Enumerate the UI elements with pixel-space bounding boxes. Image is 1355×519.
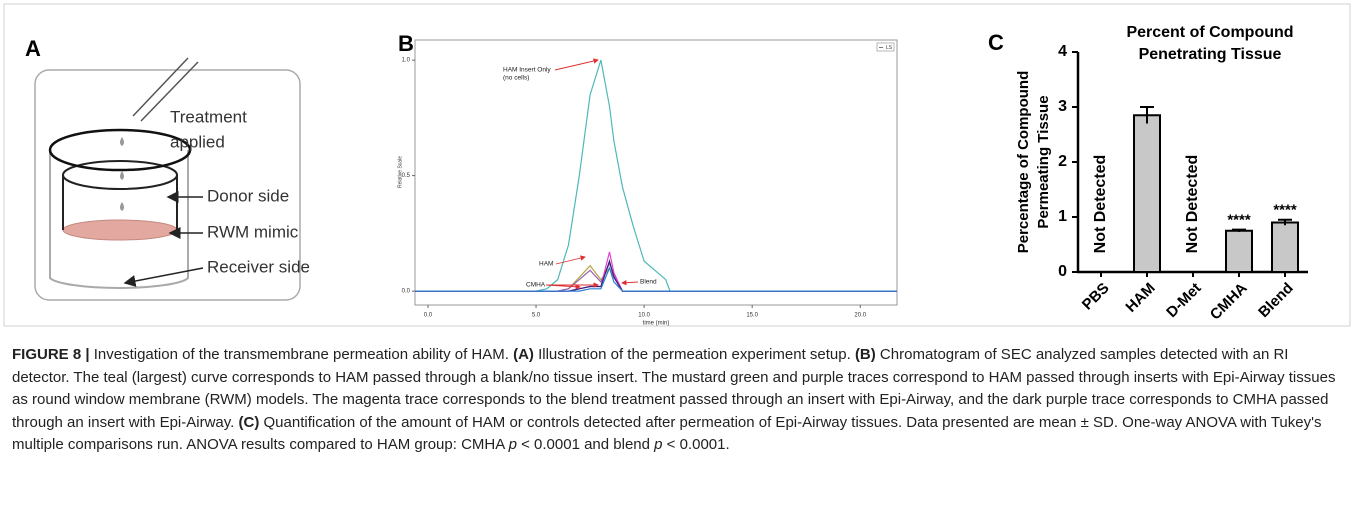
y-tick-label: 0.5 (402, 173, 411, 179)
trace (415, 266, 897, 292)
caption-text: FIGURE 8 | (12, 346, 94, 363)
bar-annotation: **** (1227, 212, 1251, 229)
annotation-arrow (621, 280, 639, 286)
panel-label: C (988, 30, 1004, 55)
annotation-arrow (554, 58, 599, 71)
panel-label: A (25, 36, 41, 61)
chart-title: Percent of Compound (1126, 24, 1293, 41)
bar (1133, 114, 1161, 273)
y-tick-label: 0 (1058, 263, 1067, 280)
arrow (123, 267, 204, 287)
annotation: HAM (539, 261, 553, 268)
legend-box (876, 42, 895, 52)
diagram-box (34, 69, 301, 301)
x-tick-label: D-Met (1163, 280, 1204, 321)
caption: FIGURE 8 | Investigation of the transmem… (12, 344, 1342, 457)
diagram-label: Treatment (170, 107, 247, 126)
x-tick-label: 20.0 (854, 313, 866, 319)
annotation: HAM Insert Only (503, 67, 551, 74)
caption-text: Illustration of the permeation experimen… (533, 346, 855, 363)
caption-text: Chromatogram of SEC analyzed samples det… (12, 346, 1336, 431)
caption-text: p (654, 436, 663, 453)
error-bar (1232, 228, 1246, 232)
caption-text: (C) (238, 413, 260, 431)
x-tick-label: 10.0 (638, 313, 650, 319)
error-bar (1140, 106, 1154, 124)
bar-annotation: **** (1273, 202, 1297, 219)
caption-text: (B) (854, 346, 876, 363)
y-tick-label: 0.0 (402, 289, 411, 295)
y-axis-label: Permeating Tissue (1035, 95, 1052, 228)
receiver-well (49, 150, 189, 289)
annotation: Blend (640, 279, 657, 286)
bar-annotation: Not Detected (1184, 155, 1201, 254)
plot-frame (414, 39, 898, 306)
y-tick-label: 3 (1058, 98, 1067, 115)
drops (120, 137, 124, 211)
y-tick-label: 1.0 (402, 58, 411, 64)
y-axis-label: Relative Scale (397, 156, 403, 188)
x-tick-label: HAM (1122, 280, 1158, 316)
y-tick-label: 1 (1058, 208, 1067, 225)
legend-label: LS (886, 45, 893, 51)
trace (415, 59, 897, 292)
x-tick-label: PBS (1079, 280, 1113, 314)
diagram-label: applied (170, 132, 225, 151)
caption-text: < 0.0001. (662, 436, 730, 453)
x-tick-label: 0.0 (424, 313, 433, 319)
figure-frame (3, 3, 1351, 327)
error-bar (1278, 218, 1292, 226)
x-tick-label: CMHA (1207, 280, 1251, 324)
trace (415, 261, 897, 292)
caption-text: p (508, 436, 517, 453)
diagram-label: RWM mimic (207, 222, 299, 241)
pipette (140, 61, 199, 122)
y-tick-label: 4 (1058, 43, 1067, 60)
bar-annotation: Not Detected (1092, 155, 1109, 254)
diagram-label: Receiver side (207, 257, 310, 276)
panel-label: B (398, 31, 414, 56)
x-tick-label: 5.0 (532, 313, 541, 319)
figure: A Treatment applied Donor side RWM mimic… (3, 3, 1351, 327)
chart-title: Penetrating Tissue (1139, 46, 1282, 63)
caption-text: < 0.0001 and blend (516, 436, 655, 453)
bar (1271, 221, 1299, 273)
caption-text: Investigation of the transmembrane perme… (93, 346, 514, 363)
annotation: (no cells) (503, 75, 529, 82)
insert-rim (62, 160, 178, 190)
annotation: CMHA (526, 282, 546, 289)
bar (1225, 229, 1253, 273)
caption-text: Quantification of the amount of HAM or c… (12, 413, 1322, 454)
membrane (62, 219, 178, 241)
x-axis-label: time (min) (643, 321, 670, 327)
pipette (132, 57, 189, 117)
well-rim (48, 128, 192, 172)
trace (415, 259, 897, 292)
x-tick-label: Blend (1255, 280, 1296, 321)
diagram-label: Donor side (207, 186, 289, 205)
caption-text: (A) (513, 346, 534, 363)
y-axis-label: Percentage of Compound (1015, 71, 1032, 254)
annotation-arrow (555, 255, 586, 265)
y-tick-label: 2 (1058, 153, 1067, 170)
x-tick-label: 15.0 (746, 313, 758, 319)
